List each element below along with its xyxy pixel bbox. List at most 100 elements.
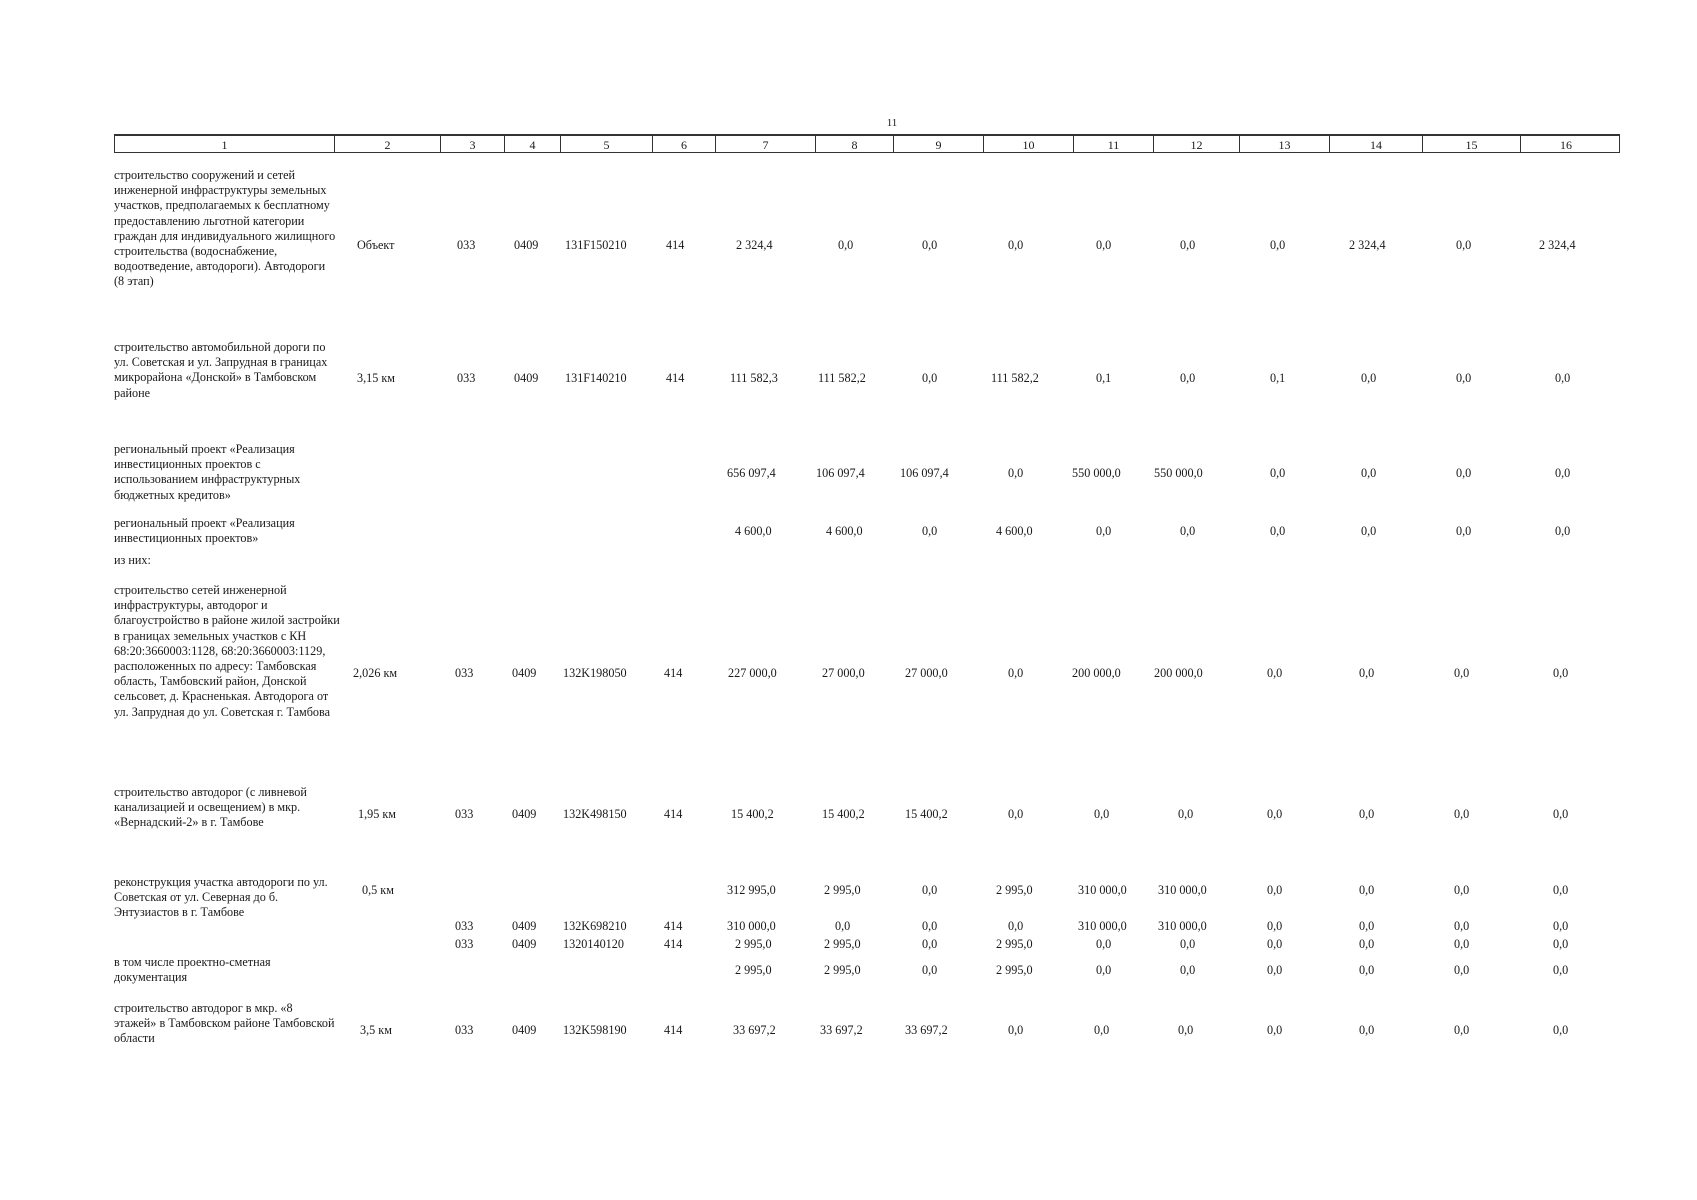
cell-unit: 3,15 км [357, 371, 396, 385]
cell-value: 310 000,0 [1078, 919, 1127, 933]
cell-value: 0,0 [1096, 238, 1112, 252]
cell-value: 111 582,2 [818, 371, 866, 385]
cell-gr: 033 [455, 1023, 474, 1037]
cell-unit: 1,95 км [358, 807, 397, 821]
cell-value: 33 697,2 [820, 1023, 863, 1037]
cell-value: 0,0 [1096, 937, 1112, 951]
cell-value: 106 097,4 [900, 466, 949, 480]
cell-value: 310 000,0 [1078, 883, 1127, 897]
cell-value: 0,0 [1267, 666, 1283, 680]
cell-value: 0,0 [1008, 807, 1024, 821]
cell-unit: 0,5 км [362, 883, 394, 897]
cell-vr: 414 [664, 666, 683, 680]
cell-vr: 414 [666, 238, 685, 252]
cell-unit: Объект [357, 238, 395, 252]
cell-value: 0,0 [1553, 1023, 1569, 1037]
cell-value: 111 582,3 [730, 371, 778, 385]
cell-value: 33 697,2 [905, 1023, 948, 1037]
column-header: 1 [115, 136, 335, 152]
cell-value: 0,1 [1096, 371, 1112, 385]
cell-value: 2 995,0 [824, 963, 861, 977]
cell-value: 0,0 [1008, 238, 1024, 252]
cell-value: 0,0 [1267, 883, 1283, 897]
cell-value: 0,0 [1096, 524, 1112, 538]
cell-value: 310 000,0 [1158, 919, 1207, 933]
cell-vr: 414 [664, 807, 683, 821]
cell-value: 0,0 [1094, 807, 1110, 821]
cell-gr: 033 [457, 238, 476, 252]
cell-value: 0,0 [922, 524, 938, 538]
cell-value: 27 000,0 [905, 666, 948, 680]
column-header: 5 [561, 136, 653, 152]
cell-value: 0,0 [1270, 524, 1286, 538]
cell-section: 0409 [512, 937, 537, 951]
cell-value: 0,0 [1553, 963, 1569, 977]
cell-value: 0,0 [1180, 963, 1196, 977]
cell-code: 132K598190 [563, 1023, 627, 1037]
page-number: 11 [886, 117, 898, 129]
cell-value: 0,0 [922, 371, 938, 385]
cell-value: 27 000,0 [822, 666, 865, 680]
cell-value: 0,0 [922, 238, 938, 252]
cell-value: 0,0 [1454, 807, 1470, 821]
cell-value: 0,0 [1361, 371, 1377, 385]
cell-value: 2 995,0 [824, 883, 861, 897]
cell-value: 0,0 [1555, 466, 1571, 480]
column-header: 6 [653, 136, 716, 152]
row-name: региональный проект «Реализация инвестиц… [114, 516, 295, 546]
cell-value: 2 324,4 [736, 238, 773, 252]
cell-value: 0,0 [1553, 666, 1569, 680]
column-header: 8 [816, 136, 894, 152]
column-header: 12 [1154, 136, 1240, 152]
column-header-row: 1 2 3 4 5 6 7 8 9 10 11 12 13 14 15 16 [114, 134, 1620, 153]
row-name: строительство сооружений и сетей инженер… [114, 168, 336, 289]
cell-gr: 033 [457, 371, 476, 385]
cell-value: 0,0 [1359, 937, 1375, 951]
row-name: в том числе проектно-сметная документаци… [114, 955, 271, 985]
column-header: 4 [505, 136, 561, 152]
cell-value: 0,0 [1178, 807, 1194, 821]
cell-value: 0,0 [1553, 883, 1569, 897]
cell-value: 0,0 [1555, 524, 1571, 538]
cell-value: 0,0 [835, 919, 851, 933]
cell-value: 111 582,2 [991, 371, 1039, 385]
cell-section: 0409 [512, 807, 537, 821]
cell-value: 0,0 [1267, 1023, 1283, 1037]
cell-value: 2 995,0 [996, 963, 1033, 977]
cell-value: 33 697,2 [733, 1023, 776, 1037]
cell-value: 0,0 [922, 937, 938, 951]
column-header: 14 [1330, 136, 1423, 152]
column-header: 7 [716, 136, 816, 152]
column-header: 9 [894, 136, 984, 152]
cell-value: 0,0 [1008, 666, 1024, 680]
column-header: 15 [1423, 136, 1521, 152]
cell-value: 0,0 [922, 919, 938, 933]
cell-value: 550 000,0 [1072, 466, 1121, 480]
cell-gr: 033 [455, 666, 474, 680]
cell-value: 0,0 [1096, 963, 1112, 977]
cell-value: 0,0 [1008, 466, 1024, 480]
cell-value: 0,0 [1454, 666, 1470, 680]
cell-value: 2 324,4 [1539, 238, 1576, 252]
cell-value: 310 000,0 [1158, 883, 1207, 897]
cell-value: 310 000,0 [727, 919, 776, 933]
column-header: 11 [1074, 136, 1154, 152]
cell-section: 0409 [514, 371, 539, 385]
cell-code: 1320140120 [563, 937, 624, 951]
cell-vr: 414 [664, 919, 683, 933]
cell-value: 15 400,2 [822, 807, 865, 821]
cell-value: 0,0 [1270, 238, 1286, 252]
cell-value: 0,0 [1454, 883, 1470, 897]
cell-value: 0,0 [1454, 1023, 1470, 1037]
cell-value: 0,0 [1359, 963, 1375, 977]
cell-value: 2 995,0 [996, 883, 1033, 897]
cell-value: 0,0 [1094, 1023, 1110, 1037]
cell-vr: 414 [666, 371, 685, 385]
cell-value: 0,0 [922, 883, 938, 897]
row-name: строительство сетей инженерной инфрастру… [114, 583, 340, 719]
cell-value: 0,0 [1008, 1023, 1024, 1037]
cell-value: 0,0 [1359, 919, 1375, 933]
cell-value: 0,0 [922, 963, 938, 977]
row-name: строительство автодорог в мкр. «8 этажей… [114, 1001, 335, 1046]
column-header: 13 [1240, 136, 1330, 152]
